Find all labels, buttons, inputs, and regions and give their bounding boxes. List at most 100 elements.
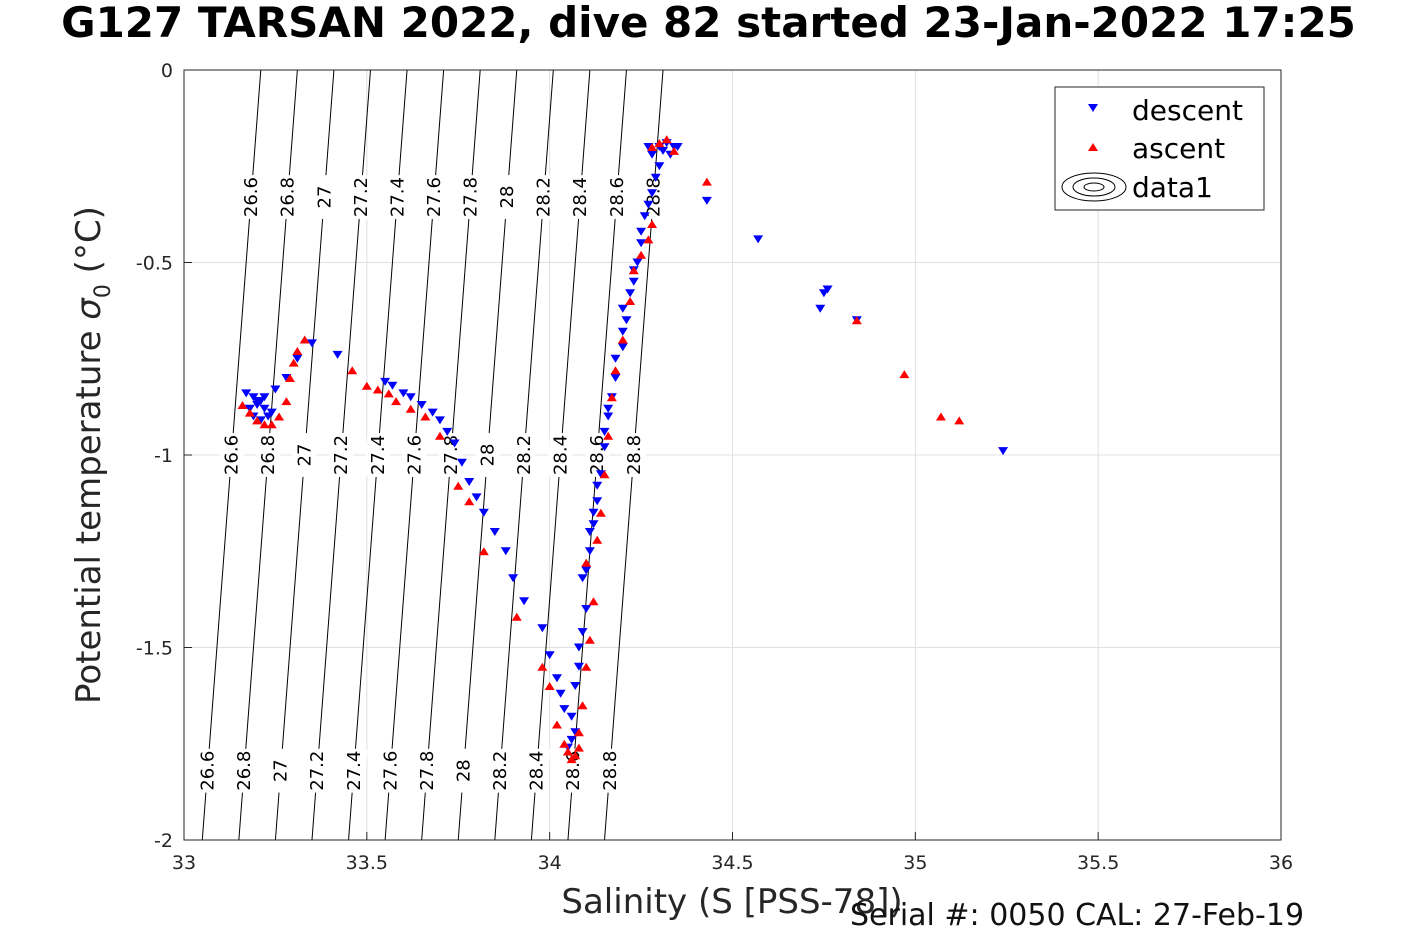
contour-label: 28.4 (570, 177, 591, 217)
contour-label: 28 (478, 444, 499, 467)
ascent-point (259, 420, 270, 429)
descent-point (434, 416, 445, 425)
ascent-point (625, 297, 636, 305)
descent-point (566, 712, 577, 721)
legend-ascent-marker (1088, 143, 1098, 151)
contour-27-4: 27.4 27.4 27.4 (340, 69, 412, 841)
contour-label: 27.6 (424, 177, 445, 217)
density-contours: 26.626.626.626.826.826.827272727.227.227… (193, 69, 668, 841)
contour-label: 28.2 (534, 177, 555, 217)
serial-cal-footer: Serial #: 0050 CAL: 27-Feb-19 (850, 898, 1305, 933)
ascent-point (511, 612, 522, 621)
descent-point (500, 547, 511, 556)
descent-point (998, 447, 1009, 456)
contour-26-8: 26.8 26.8 26.8 (230, 69, 302, 841)
ascent-point (581, 558, 592, 567)
ascent-point (592, 535, 603, 544)
descent-point (639, 212, 650, 221)
descent-point (566, 735, 577, 744)
chart-title: G127 TARSAN 2022, dive 82 started 23-Jan… (61, 0, 1356, 47)
contour-label-bg (347, 174, 375, 220)
descent-point (263, 412, 274, 421)
ascent-point (562, 747, 573, 756)
ascent-point (559, 739, 570, 748)
contour-label-bg (217, 432, 246, 478)
ascent-point (372, 385, 383, 394)
contour-label-bg (327, 432, 355, 478)
contour-label: 28.2 (514, 435, 535, 475)
ascent-point (237, 400, 248, 409)
contour-label-bg (493, 174, 521, 220)
descent-point (632, 258, 643, 267)
descent-point (636, 239, 647, 248)
descent-point (544, 651, 555, 660)
ascent-point (647, 143, 658, 151)
contour-label-bg (510, 432, 538, 478)
contour-label: 28 (497, 186, 518, 209)
descent-point (654, 162, 665, 171)
descent-point (270, 385, 281, 394)
contour-27-6: 27.6 27.6 27.6 (376, 69, 448, 841)
ascent-point (588, 597, 599, 606)
ascent-point (851, 316, 862, 325)
legend-descent-label: descent (1132, 94, 1243, 127)
contour-label: 28.6 (607, 177, 628, 217)
contour-label: 26.8 (234, 751, 255, 791)
legend-contour-icon (1061, 172, 1127, 202)
ascent-point (281, 397, 292, 406)
contour-label: 27 (314, 186, 335, 209)
contour-label-bg (267, 747, 295, 794)
ascent-point (391, 397, 402, 406)
ascent-point (420, 412, 431, 421)
descent-point (617, 343, 628, 352)
descent-point (241, 389, 252, 398)
contour-label-bg (566, 174, 594, 220)
ascent-point (661, 135, 672, 144)
x-tick-label: 34 (538, 852, 562, 874)
contour-label: 26.6 (198, 751, 219, 791)
contour-label: 28 (454, 759, 475, 782)
contour-label: 28.2 (490, 751, 511, 791)
contour-label: 28.8 (600, 751, 621, 791)
ascent-point (274, 412, 285, 421)
descent-point (559, 705, 570, 714)
descent-point (588, 520, 599, 529)
contour-label: 28.4 (527, 751, 548, 791)
descent-point (650, 173, 661, 182)
descent-point (537, 624, 548, 633)
contour-label-bg (437, 432, 465, 478)
ascent-point (551, 720, 562, 729)
y-tick-label: -1.5 (136, 638, 173, 660)
ascent-point (628, 266, 639, 275)
ascent-point (292, 347, 303, 356)
descent-point (519, 597, 530, 606)
descent-point (380, 377, 391, 386)
contour-label-bg (420, 174, 448, 220)
x-tick-label: 33.5 (346, 852, 388, 874)
descent-point (508, 574, 519, 583)
descent-point (387, 381, 398, 390)
ascent-point (595, 508, 606, 517)
descent-point (599, 443, 610, 452)
ascent-point (603, 431, 614, 440)
contour-label: 27.8 (461, 177, 482, 217)
descent-point (588, 508, 599, 517)
ascent-point (299, 335, 310, 344)
descent-point (405, 393, 416, 402)
ascent-point (668, 146, 679, 155)
ascent-point (899, 370, 910, 379)
ascent-point (252, 416, 263, 425)
descent-point (332, 350, 343, 359)
descent-point (647, 150, 658, 159)
descent-point (306, 339, 317, 348)
y-axis-label-main: Potential temperature (69, 320, 109, 704)
y-tick-label: -0.5 (136, 253, 173, 275)
descent-point (617, 304, 628, 313)
ascent-point (266, 420, 277, 429)
contour-26-6: 26.6 26.6 26.6 (193, 69, 265, 841)
contour-label-bg (400, 432, 429, 478)
y-tick-label: 0 (161, 60, 173, 82)
y-tick-label: -1 (154, 445, 173, 467)
x-tick-label: 35.5 (1077, 852, 1119, 874)
